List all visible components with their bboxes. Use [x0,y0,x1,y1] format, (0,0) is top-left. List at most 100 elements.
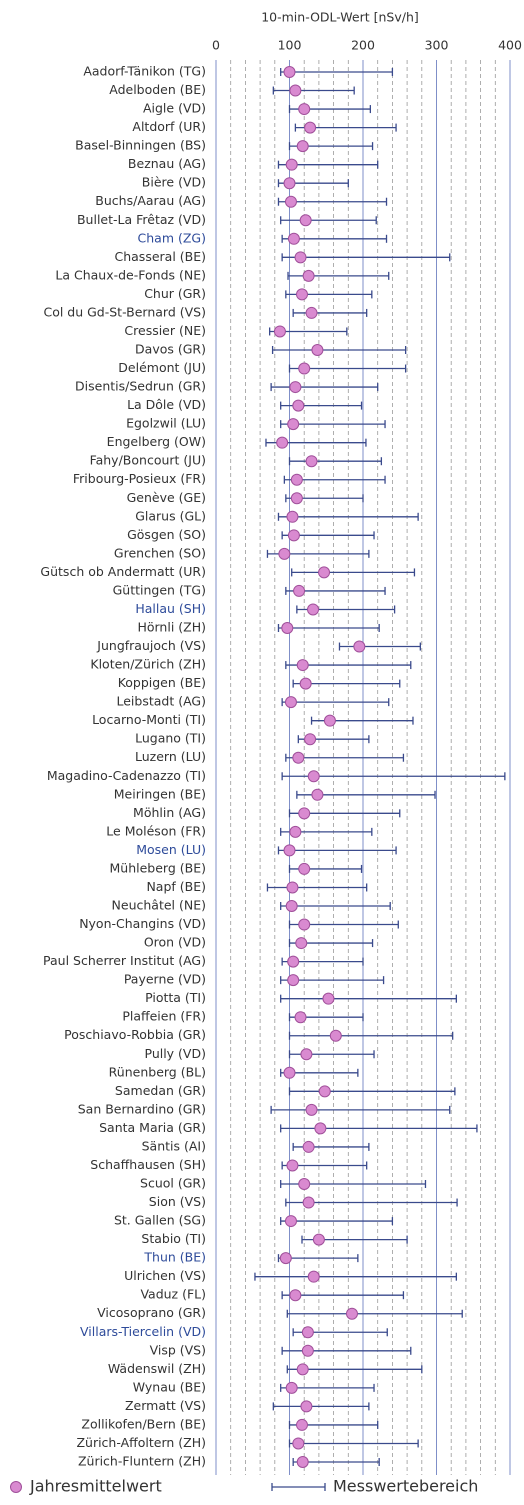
category-label: Neuchâtel (NE) [112,898,206,913]
mean-dot [318,1085,331,1098]
mean-dot [295,1418,308,1431]
category-label: Sion (VS) [149,1194,206,1209]
category-label: Altdorf (UR) [132,119,206,134]
mean-dot [285,158,298,171]
mean-dot [285,1381,298,1394]
category-label: Hallau (SH) [135,601,206,616]
category-label: Wynau (BE) [133,1379,206,1394]
mean-dot [276,436,289,449]
mean-dot [296,1456,309,1468]
category-label: Wädenswil (ZH) [108,1361,206,1376]
category-label: Cressier (NE) [124,323,206,338]
category-label: Poschiavo-Robbia (GR) [64,1027,206,1042]
category-label: Payerne (VD) [124,972,206,987]
category-label: Schaffhausen (SH) [90,1157,206,1172]
category-label: Delémont (JU) [118,360,206,375]
category-label: Leibstadt (AG) [117,694,207,709]
category-label: Stabio (TI) [141,1231,206,1246]
category-label: Grenchen (SO) [114,545,206,560]
category-label: Visp (VS) [150,1342,206,1357]
category-label: Oron (VD) [144,935,206,950]
mean-dot [290,473,303,486]
category-label: San Bernardino (GR) [78,1101,206,1116]
category-label: Zürich-Affoltern (ZH) [76,1435,206,1450]
category-label: Genève (GE) [127,490,206,505]
mean-dot [296,140,309,153]
mean-dot [295,288,308,301]
mean-dot [286,1159,299,1172]
mean-dot [312,1233,325,1246]
category-label: Adelboden (BE) [109,82,206,97]
category-label: Col du Gd-St-Bernard (VS) [43,304,206,319]
category-label: Güttingen (TG) [113,582,206,597]
mean-dot [298,103,311,116]
category-label: Pully (VD) [145,1046,207,1061]
mean-dot [296,659,309,672]
category-label: Fribourg-Posieux (FR) [73,471,206,486]
mean-dot [318,566,331,579]
mean-dot [302,1196,315,1209]
mean-dot [298,918,311,931]
mean-dot [281,622,294,634]
mean-dot [345,1307,358,1320]
category-label: Santa Maria (GR) [99,1120,206,1135]
mean-dot [287,418,300,431]
mean-dot [289,381,302,394]
mean-dot [287,955,300,968]
category-label: Chur (GR) [144,286,206,301]
mean-dot [305,455,318,468]
mean-dot [294,1011,307,1024]
x-tick-label: 200 [351,38,375,53]
mean-dot [322,992,335,1005]
mean-dot [311,788,324,801]
mean-dot [295,937,308,950]
category-label: Bière (VD) [142,175,206,190]
category-label: Beznau (AG) [128,156,206,171]
category-label: Plaffeien (FR) [122,1009,206,1024]
mean-dot [279,1252,292,1265]
category-label: Zermatt (VS) [125,1398,206,1413]
category-label: Vaduz (FL) [140,1287,206,1302]
category-label: Luzern (LU) [135,749,206,764]
category-label: Mühleberg (BE) [110,860,206,875]
mean-dot [292,1437,305,1450]
mean-dot [287,529,300,542]
category-label: Nyon-Changins (VD) [79,916,206,931]
category-label: Scuol (GR) [140,1176,206,1191]
category-label: Fahy/Boncourt (JU) [90,453,206,468]
category-label: St. Gallen (SG) [114,1213,206,1228]
category-label: Cham (ZG) [138,230,206,245]
category-label: Möhlin (AG) [133,805,206,820]
mean-dot [284,696,297,709]
mean-dot [293,584,306,597]
mean-dot [283,844,296,857]
category-label: Davos (GR) [135,342,206,357]
mean-dot [286,510,299,523]
mean-dot [307,770,320,783]
x-tick-label: 0 [212,38,220,53]
mean-dot [301,1344,314,1357]
category-label: Chasseral (BE) [115,249,207,264]
category-label: Vicosoprano (GR) [97,1305,206,1320]
mean-dot [353,640,366,653]
mean-dot [298,862,311,875]
mean-dot [305,1103,318,1116]
category-label: Kloten/Zürich (ZH) [90,657,206,672]
mean-dot [290,492,303,505]
category-label: Hörnli (ZH) [137,620,206,635]
mean-dot [299,677,312,690]
legend-label: Messwertebereich [333,1477,478,1496]
category-label: Buchs/Aarau (AG) [95,193,206,208]
mean-dot [305,306,318,319]
category-label: Rünenberg (BL) [109,1064,206,1079]
category-label: Zollikofen/Bern (BE) [81,1416,206,1431]
x-tick-label: 300 [425,38,449,53]
category-label: Samedan (GR) [115,1083,206,1098]
mean-dot [298,807,311,820]
mean-dot [307,1270,320,1283]
category-label: Disentis/Sedrun (GR) [75,379,206,394]
category-label: Magadino-Cadenazzo (TI) [47,768,206,783]
mean-dot [311,344,324,356]
mean-dot [314,1122,327,1135]
category-label: La Chaux-de-Fonds (NE) [55,267,206,282]
